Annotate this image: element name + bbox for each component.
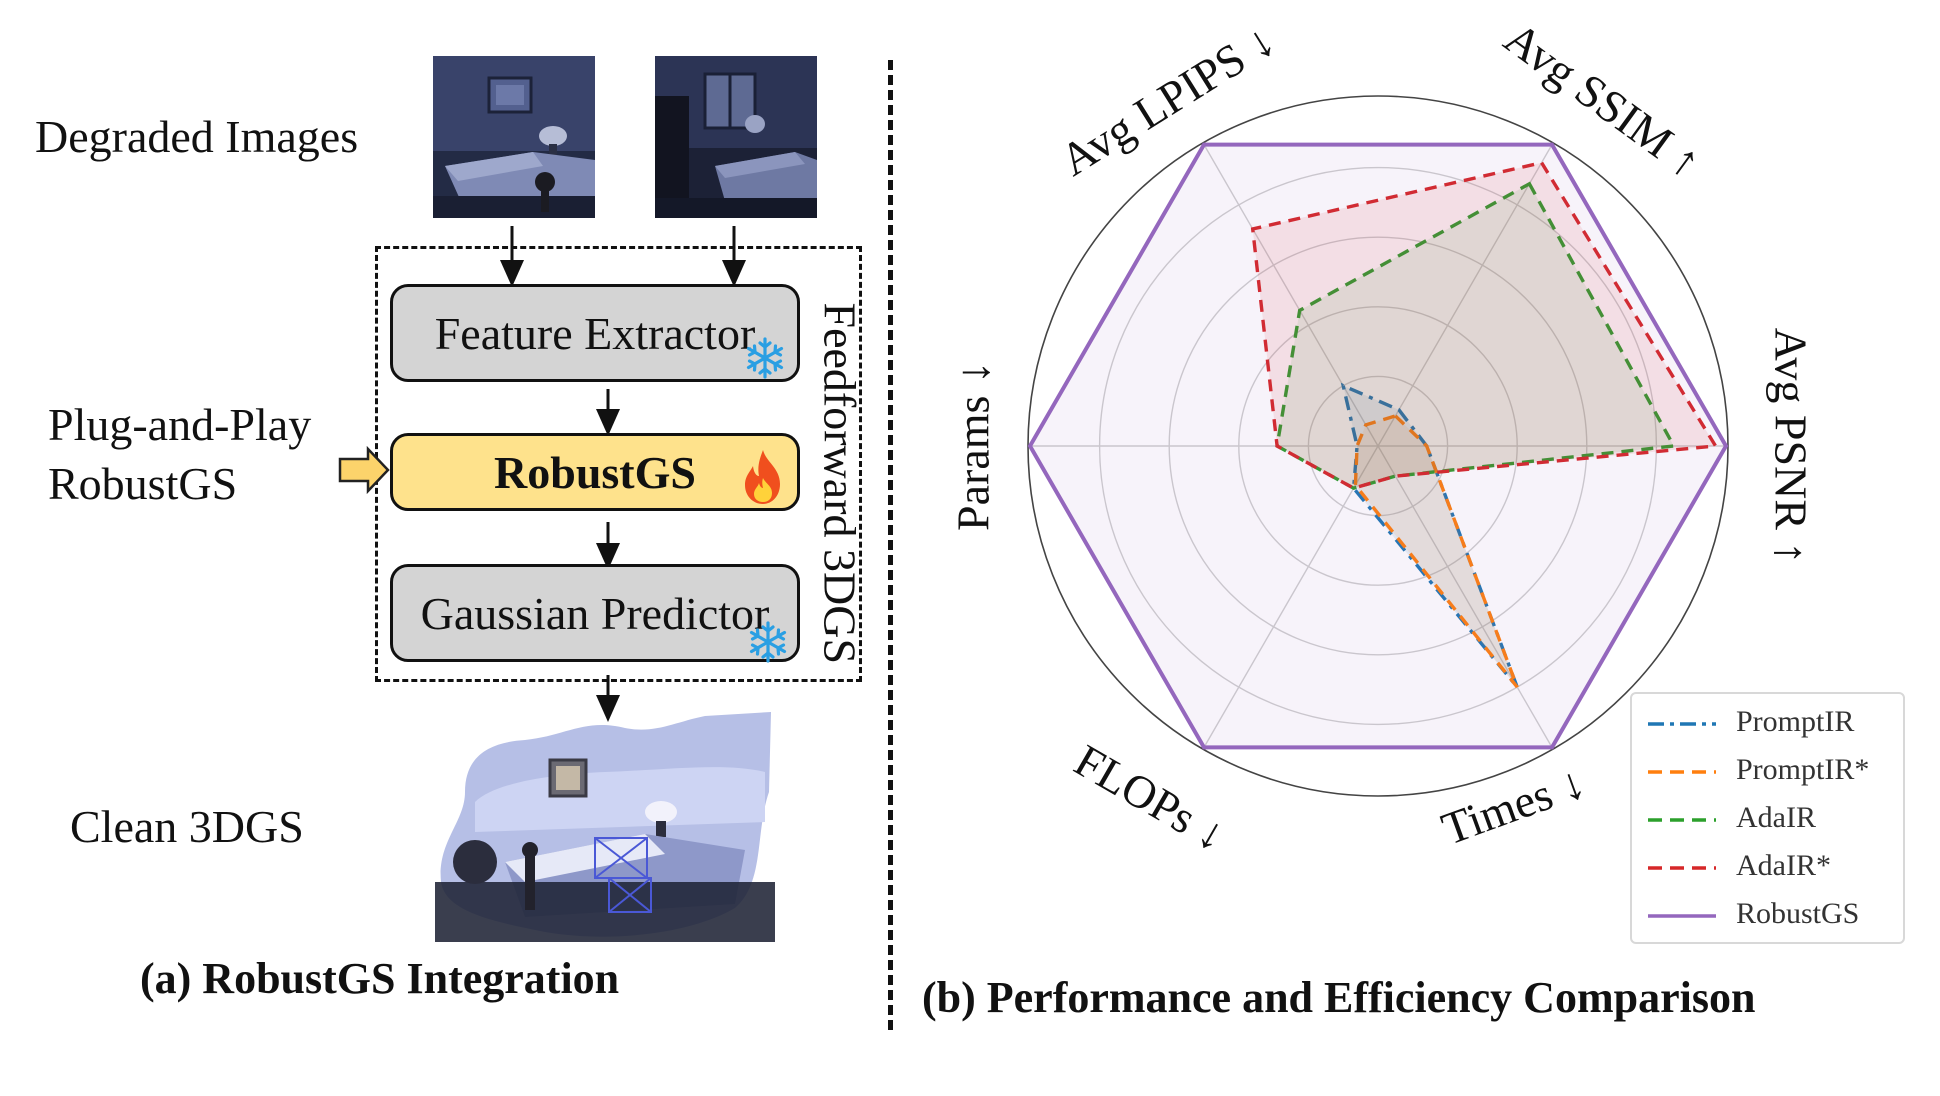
legend-label: RobustGS <box>1736 897 1859 930</box>
snowflake-icon <box>749 621 787 663</box>
panel-separator <box>888 60 893 1030</box>
radar-series-adair-star <box>1250 160 1719 491</box>
radar-axis-label-4: Params ↓ <box>948 361 999 531</box>
legend-label: AdaIR <box>1736 801 1816 834</box>
radar-spoke <box>1203 144 1379 447</box>
legend-label: PromptIR <box>1736 705 1854 738</box>
snowflake-icon <box>746 337 784 379</box>
caption-a: (a) RobustGS Integration <box>140 954 620 1003</box>
flame-icon <box>745 450 780 504</box>
degraded-image-2 <box>655 56 817 218</box>
clean-3dgs-render <box>435 712 775 942</box>
feature-extractor-label: Feature Extractor <box>434 307 756 359</box>
legend-label: AdaIR* <box>1736 849 1831 882</box>
radar-spoke <box>1377 445 1553 748</box>
gaussian-predictor-block: Gaussian Predictor <box>390 564 800 662</box>
radar-spoke <box>1377 144 1553 447</box>
plug-and-play-label-line2: RobustGS <box>48 458 238 509</box>
robustgs-block-label: RobustGS <box>494 446 696 498</box>
flow-arrows <box>338 226 746 722</box>
plug-arrow <box>338 445 390 495</box>
legend-entries: PromptIR PromptIR* AdaIR AdaIR* RobustGS <box>1648 705 1869 930</box>
radar-axis-label-1: Avg PSNR ↑ <box>1765 328 1816 565</box>
gaussian-predictor-label: Gaussian Predictor <box>420 587 770 639</box>
radar-spoke <box>1203 445 1379 748</box>
degraded-image-1 <box>433 56 595 218</box>
caption-b: (b) Performance and Efficiency Compariso… <box>922 973 1756 1022</box>
radar-axis-label-2: Times ↓ <box>1435 756 1591 855</box>
radar-series-adair <box>1275 181 1677 491</box>
radar-series <box>1027 142 1729 750</box>
clean-3dgs-label: Clean 3DGS <box>70 801 304 852</box>
legend-label: PromptIR* <box>1736 753 1869 786</box>
feature-extractor-block: Feature Extractor <box>390 284 800 382</box>
plug-and-play-label-line1: Plug-and-Play <box>48 399 312 450</box>
radar-series-promptir-star <box>1353 413 1519 689</box>
legend: PromptIR PromptIR* AdaIR AdaIR* RobustGS <box>1630 692 1905 944</box>
degraded-images-label: Degraded Images <box>35 111 359 162</box>
radar-series-robustgs <box>1027 142 1729 750</box>
robustgs-block: RobustGS <box>390 433 800 511</box>
